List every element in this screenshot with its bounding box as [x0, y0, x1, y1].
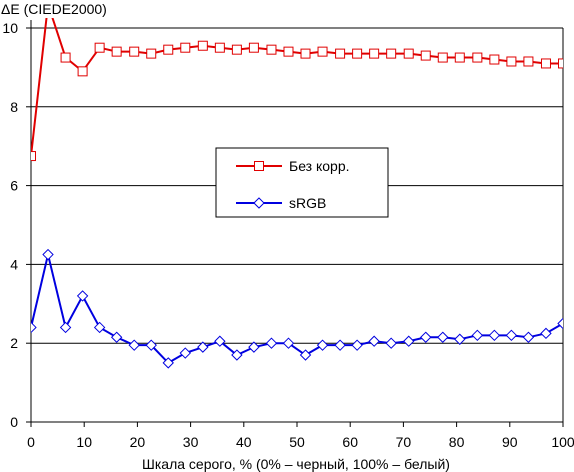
data-point-0-23: [420, 50, 431, 61]
data-point-1-9: [179, 347, 191, 359]
data-point-1-27: [488, 329, 501, 342]
data-point-1-10: [197, 341, 209, 353]
data-point-0-20: [369, 48, 380, 59]
data-point-1-28: [505, 329, 518, 342]
data-point-1-25: [454, 333, 466, 345]
data-point-0-31: [558, 58, 563, 69]
data-point-1-8: [162, 357, 174, 369]
data-point-1-5: [110, 331, 123, 343]
data-point-1-4: [93, 321, 106, 334]
y-tick-label-6: 6: [10, 178, 18, 194]
x-tick-label-10: 10: [76, 434, 92, 450]
data-point-1-21: [385, 337, 397, 349]
data-point-1-18: [334, 339, 346, 351]
data-point-0-8: [163, 44, 174, 55]
data-point-0-4: [94, 42, 105, 53]
legend-label-1: sRGB: [289, 195, 326, 211]
data-point-0-26: [472, 52, 483, 63]
x-tick-label-70: 70: [396, 434, 412, 450]
data-point-1-17: [316, 339, 329, 351]
data-point-1-29: [522, 331, 535, 343]
data-point-1-14: [265, 337, 278, 349]
data-point-0-15: [283, 46, 294, 57]
x-tick-label-100: 100: [551, 434, 574, 450]
series-layer: [31, 18, 563, 369]
data-point-0-25: [454, 52, 465, 63]
data-point-1-19: [351, 339, 363, 351]
legend-box: [215, 147, 389, 218]
series-line-0: [31, 18, 563, 157]
data-point-1-26: [471, 329, 484, 342]
data-point-0-11: [214, 42, 225, 53]
data-point-1-11: [214, 335, 226, 347]
legend-label-0: Без корр.: [289, 158, 350, 174]
data-point-0-16: [300, 48, 311, 59]
data-point-0-5: [111, 46, 122, 57]
y-tick-label-10: 10: [2, 20, 18, 36]
data-point-0-9: [180, 42, 191, 53]
data-point-0-17: [317, 46, 328, 57]
legend-marker-1: [253, 197, 265, 209]
legend: Без корр. sRGB: [215, 147, 389, 218]
data-point-0-10: [197, 40, 208, 51]
data-point-1-2: [59, 321, 72, 334]
data-point-1-24: [437, 331, 449, 343]
x-tick-label-50: 50: [289, 434, 305, 450]
data-point-0-6: [129, 46, 140, 57]
data-point-1-15: [282, 337, 295, 349]
data-point-0-3: [77, 66, 88, 77]
data-point-1-13: [248, 341, 260, 353]
x-tick-label-30: 30: [183, 434, 199, 450]
data-point-0-7: [146, 48, 157, 59]
y-axis-title: ΔE (CIEDE2000): [1, 1, 107, 17]
legend-marker-0: [254, 161, 264, 171]
data-point-0-0: [31, 151, 36, 162]
data-point-1-30: [540, 327, 552, 340]
series-srgb: [31, 248, 563, 369]
data-point-0-22: [403, 48, 414, 59]
data-point-1-1: [42, 248, 54, 261]
data-point-1-6: [128, 339, 140, 351]
y-tick-label-2: 2: [10, 335, 18, 351]
series-uncorrected: [31, 18, 563, 162]
data-point-1-16: [299, 349, 312, 361]
data-point-0-13: [248, 42, 259, 53]
x-tick-label-40: 40: [236, 434, 252, 450]
x-tick-label-60: 60: [342, 434, 358, 450]
x-axis-title: Шкала серого, % (0% – черный, 100% – бел…: [142, 456, 450, 472]
x-tick-label-90: 90: [502, 434, 518, 450]
data-point-0-18: [335, 48, 346, 59]
data-point-1-20: [368, 335, 380, 347]
y-tick-label-0: 0: [10, 414, 18, 430]
data-point-1-31: [557, 317, 563, 330]
x-tick-label-20: 20: [130, 434, 146, 450]
data-point-0-2: [60, 52, 71, 63]
data-point-0-12: [231, 44, 242, 55]
data-point-0-19: [352, 48, 363, 59]
x-tick-label-0: 0: [27, 434, 35, 450]
data-point-1-0: [31, 321, 37, 334]
data-point-0-27: [489, 54, 500, 65]
axes: [26, 20, 564, 427]
data-point-1-22: [403, 335, 415, 347]
data-point-0-14: [266, 44, 277, 55]
data-point-1-7: [145, 339, 157, 351]
data-point-1-23: [420, 331, 432, 343]
series-line-1: [31, 254, 563, 365]
y-tick-label-4: 4: [10, 256, 18, 272]
data-point-0-30: [540, 58, 551, 69]
x-tick-label-80: 80: [449, 434, 465, 450]
data-point-0-24: [437, 52, 448, 63]
data-point-0-21: [386, 48, 397, 59]
y-tick-label-8: 8: [10, 99, 18, 115]
data-point-0-29: [523, 56, 534, 67]
data-point-1-3: [76, 290, 89, 302]
tick-labels: 0 10 20 30 40 50 60 70 80 90 100 0 2 4 6 8 10: [2, 20, 574, 450]
data-point-1-12: [231, 349, 243, 361]
data-point-0-28: [506, 56, 517, 67]
